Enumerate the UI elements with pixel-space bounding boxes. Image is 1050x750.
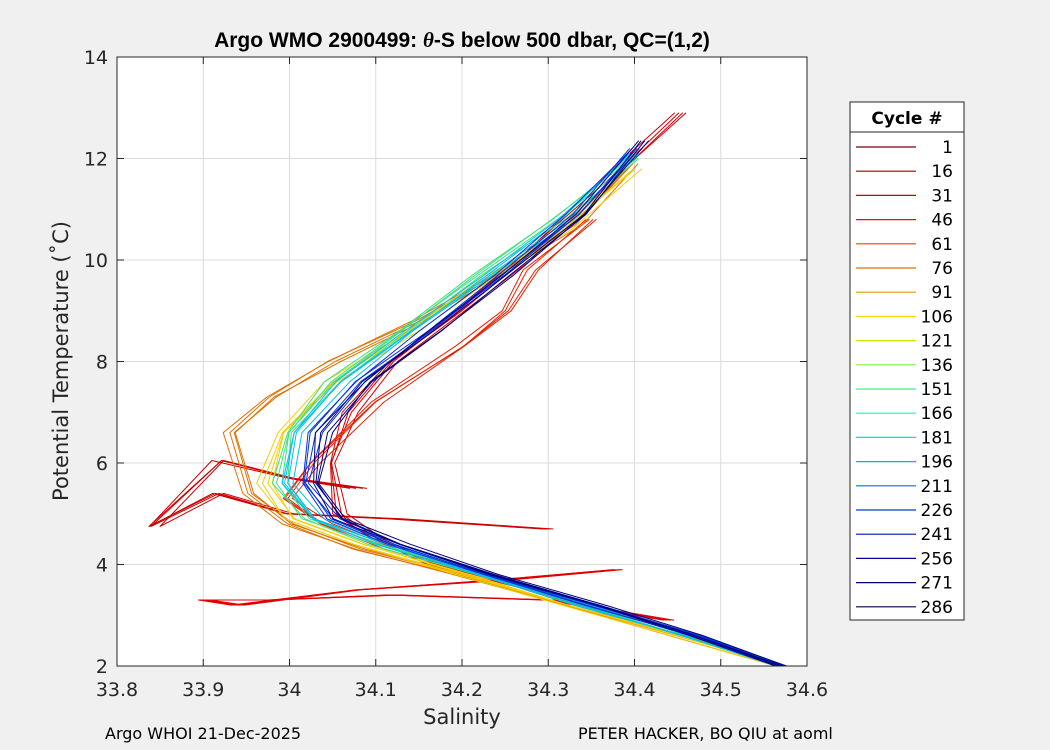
series-line — [302, 148, 777, 666]
series-line — [159, 460, 554, 530]
series-line — [315, 140, 780, 666]
axis-ticks: 33.8 33.9 34 34.1 34.2 34.3 34.4 34.5 34.6 2 4 6 8 10… — [84, 47, 828, 701]
y-axis-label: Potential Temperature (˚C) — [49, 221, 73, 501]
series-layer — [148, 112, 787, 666]
legend-entry-label: 121 — [921, 332, 953, 352]
legend-entry-label: 286 — [921, 598, 953, 618]
series-line — [209, 569, 675, 621]
legend-entry-label: 91 — [931, 283, 953, 303]
series-line — [318, 140, 787, 666]
series-line — [316, 140, 784, 666]
footer-credit-right: PETER HACKER, BO QIU at aoml — [578, 724, 833, 743]
legend-entries: 1 16 31 46 61 76 91 106 121 136 151 166 181 196 211 226… — [856, 138, 953, 618]
legend-entry-label: 31 — [931, 186, 953, 206]
legend: Cycle # 11631466176911061211361511661811… — [849, 101, 965, 621]
series-line — [284, 153, 780, 666]
x-tick-label: 34.3 — [527, 679, 569, 701]
y-tick-label: 8 — [96, 352, 108, 374]
legend-entry-label: 271 — [921, 574, 953, 594]
legend-entry-label: 61 — [931, 235, 953, 255]
x-tick-label: 34.1 — [355, 679, 397, 701]
x-axis-label: Salinity — [423, 705, 501, 729]
y-tick-label: 10 — [84, 250, 108, 272]
legend-entry-label: 136 — [921, 356, 953, 376]
y-tick-label: 12 — [84, 149, 108, 171]
series-line — [305, 148, 784, 666]
x-tick-label: 34.4 — [613, 679, 655, 701]
legend-entry-label: 196 — [921, 453, 953, 473]
x-tick-label: 34.2 — [441, 679, 483, 701]
legend-entry-label: 256 — [921, 549, 953, 569]
chart-title: Argo WMO 2900499: θ-S below 500 dbar, QC… — [214, 28, 710, 52]
legend-entry-label: 181 — [921, 428, 953, 448]
legend-entry-label: 151 — [921, 380, 953, 400]
legend-entry-label: 16 — [931, 162, 953, 182]
legend-entry-label: 166 — [921, 404, 953, 424]
footer-credit-left: Argo WHOI 21-Dec-2025 — [105, 724, 302, 743]
x-tick-label: 33.9 — [182, 679, 224, 701]
x-tick-label: 34.6 — [786, 679, 828, 701]
x-tick-label: 34.5 — [700, 679, 742, 701]
x-tick-label: 33.8 — [96, 679, 138, 701]
legend-title: Cycle # — [871, 109, 942, 129]
series-line — [303, 148, 780, 666]
legend-entry-label: 226 — [921, 501, 953, 521]
legend-entry-label: 76 — [931, 259, 953, 279]
y-tick-label: 2 — [96, 656, 108, 678]
legend-entry-label: 106 — [921, 307, 953, 327]
series-line — [256, 168, 777, 666]
x-tick-label: 34 — [277, 679, 301, 701]
legend-entry-label: 241 — [921, 525, 953, 545]
series-line — [281, 153, 777, 666]
legend-entry-label: 46 — [931, 211, 953, 231]
y-tick-label: 14 — [84, 47, 108, 69]
y-tick-label: 4 — [96, 555, 108, 577]
legend-entry-label: 1 — [942, 138, 953, 158]
legend-entry-label: 211 — [921, 477, 953, 497]
y-tick-label: 6 — [96, 453, 108, 475]
